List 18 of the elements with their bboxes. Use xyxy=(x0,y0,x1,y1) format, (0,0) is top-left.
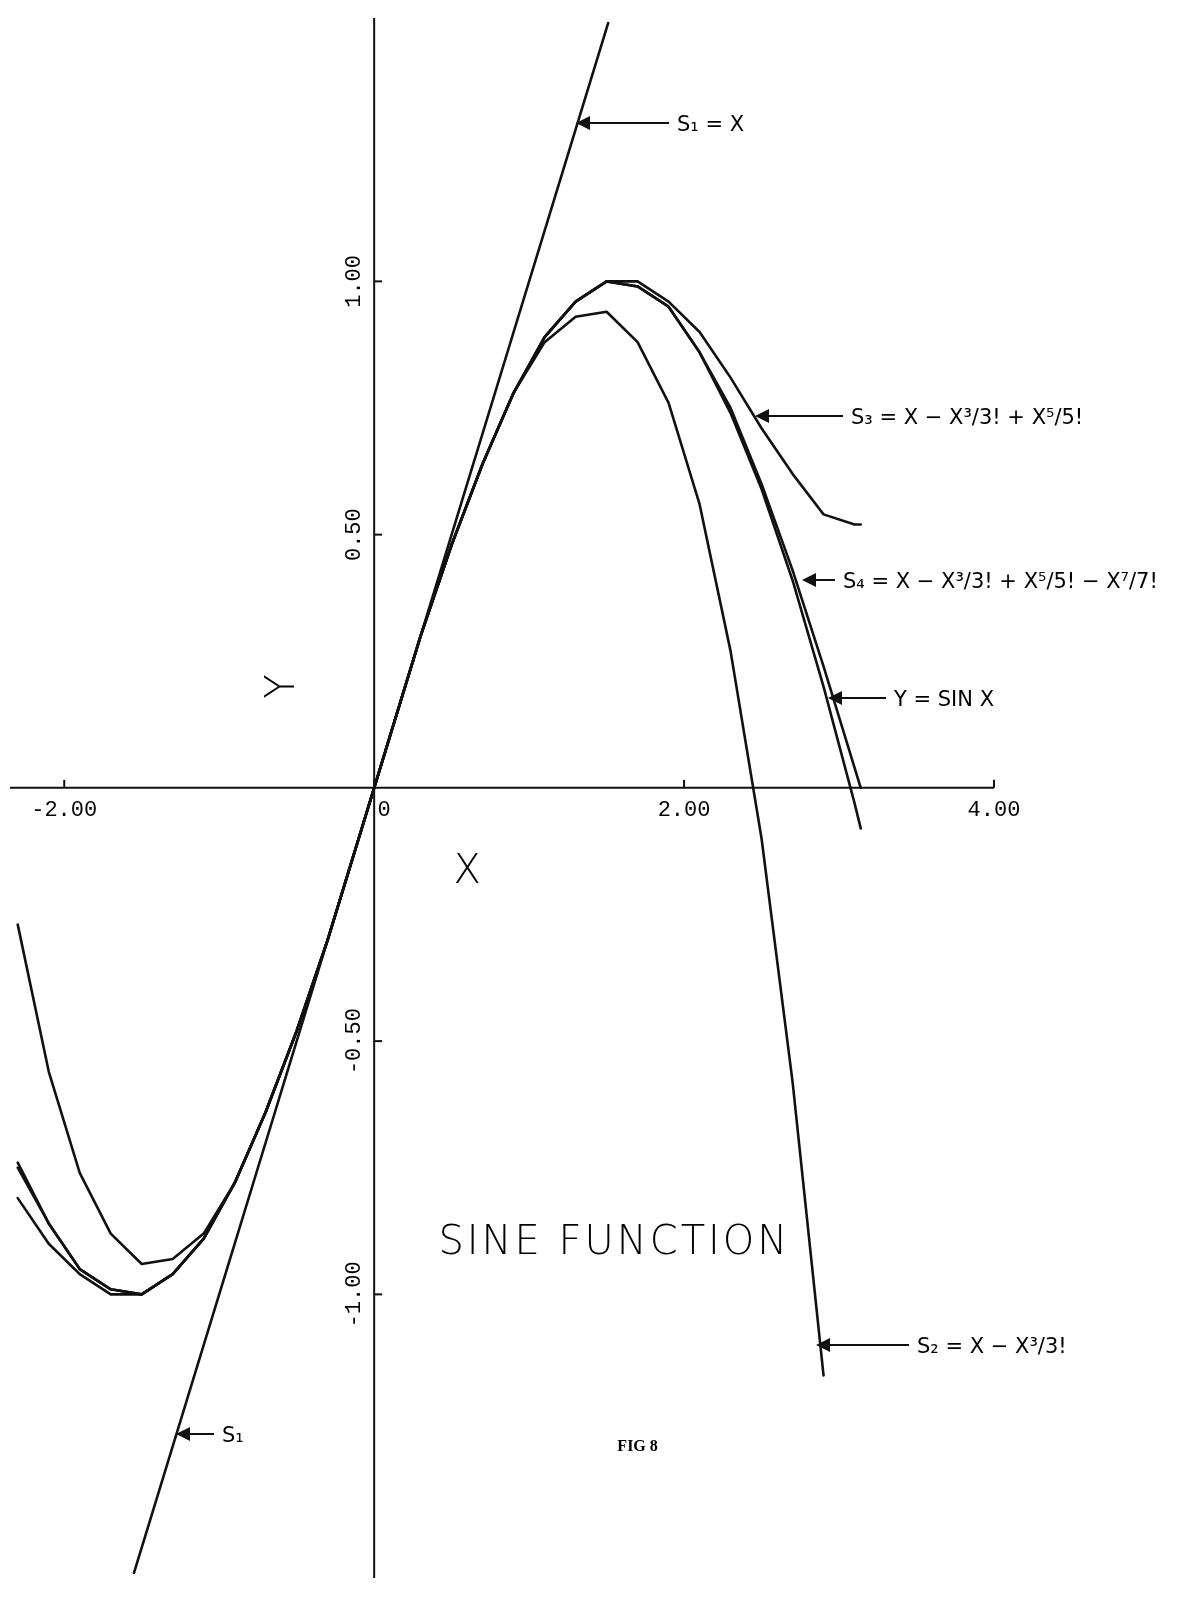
annotation: S₄ = X − X³/3! + X⁵/5! − X⁷/7! xyxy=(843,569,1158,593)
x-axis-title: X xyxy=(453,845,481,892)
annotation: S₁ = X xyxy=(677,112,745,136)
y-tick-label: -0.50 xyxy=(342,1008,368,1075)
y-axis-title: Y xyxy=(257,674,304,699)
x-tick-label: 2.00 xyxy=(657,797,711,823)
annotation: FIG 8 xyxy=(617,1437,658,1455)
y-tick-label: 0.50 xyxy=(342,508,368,562)
x-tick-label: 0 xyxy=(377,797,391,823)
x-tick-label: 4.00 xyxy=(967,797,1021,823)
annotation: S₁ xyxy=(222,1423,244,1447)
annotation: S₃ = X − X³/3! + X⁵/5! xyxy=(851,405,1084,429)
annotation: Y = SIN X xyxy=(893,687,995,711)
text: SINE FUNCTION xyxy=(438,1216,791,1263)
y-tick-label: 1.00 xyxy=(342,254,368,308)
y-tick-label: -1.00 xyxy=(342,1261,368,1328)
annotation: S₂ = X − X³/3! xyxy=(917,1334,1067,1358)
x-tick-label: -2.00 xyxy=(31,797,98,823)
